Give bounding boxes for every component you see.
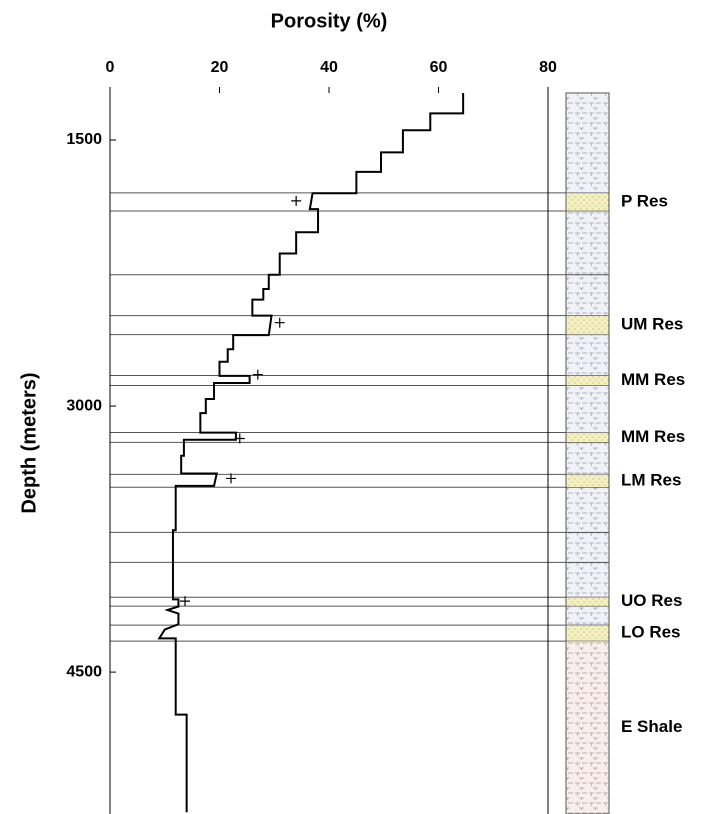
- zone-label: MM Res: [621, 370, 685, 389]
- zone-band: [565, 432, 610, 443]
- zone-band: [565, 596, 610, 607]
- plus-marker: [252, 369, 263, 380]
- zone-label: LM Res: [621, 470, 681, 489]
- zone-band: [565, 192, 610, 212]
- lithology-border: [565, 92, 610, 814]
- plus-marker: [274, 317, 285, 328]
- zone-band: [565, 624, 610, 642]
- zone-label: UM Res: [621, 315, 683, 334]
- y-axis-label: Depth (meters): [18, 372, 40, 513]
- zone-label: UO Res: [621, 591, 682, 610]
- zone-label: E Shale: [621, 717, 682, 736]
- chart-title: Porosity (%): [271, 10, 388, 32]
- plus-marker: [180, 596, 191, 607]
- y-tick-label: 3000: [66, 397, 102, 414]
- x-tick-label: 0: [106, 59, 115, 76]
- porosity-line: [157, 93, 465, 813]
- zone-label: LO Res: [621, 623, 681, 642]
- zone-band: [565, 375, 610, 386]
- zone-band: [565, 640, 610, 814]
- zone-band: [565, 474, 610, 488]
- plus-marker: [225, 473, 236, 484]
- zone-label: MM Res: [621, 427, 685, 446]
- zone-band: [565, 315, 610, 335]
- zone-label: P Res: [621, 191, 668, 210]
- x-tick-label: 40: [320, 59, 338, 76]
- y-tick-label: 1500: [66, 131, 102, 148]
- y-tick-label: 4500: [66, 663, 102, 680]
- x-tick-label: 60: [430, 59, 448, 76]
- x-tick-label: 80: [539, 59, 557, 76]
- x-tick-label: 20: [211, 59, 229, 76]
- plus-marker: [234, 433, 245, 444]
- plus-marker: [291, 195, 302, 206]
